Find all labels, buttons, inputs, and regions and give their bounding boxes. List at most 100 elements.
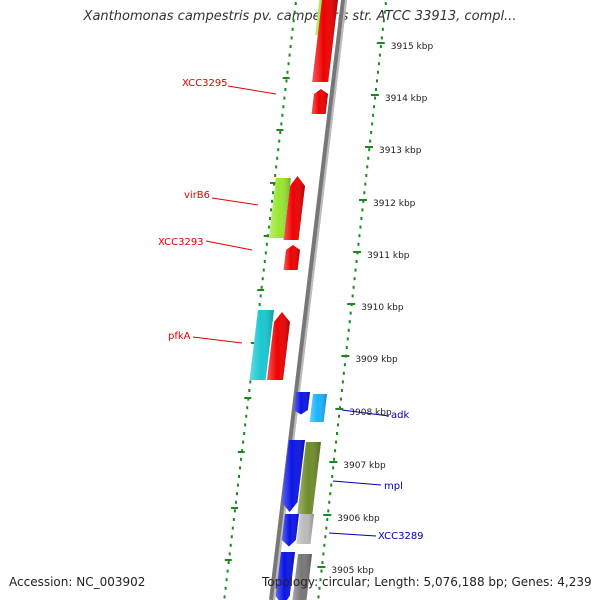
inner-tick-dot bbox=[260, 285, 263, 289]
outer-tick-dot bbox=[367, 156, 370, 160]
outer-tick-dot bbox=[322, 552, 325, 556]
outer-tick-dot bbox=[319, 578, 322, 582]
outer-tick-dot bbox=[376, 70, 379, 74]
outer-tick-dot bbox=[376, 79, 379, 83]
inner-tick-dot bbox=[234, 500, 237, 504]
gene-features bbox=[249, 0, 338, 600]
inner-tick-dot bbox=[261, 277, 264, 281]
gene-virb6-shade bbox=[268, 178, 291, 238]
outer-tick-dot bbox=[370, 131, 373, 134]
inner-tick-dot bbox=[274, 174, 277, 177]
outer-tick-dot bbox=[372, 113, 375, 117]
outer-tick-dot bbox=[375, 88, 378, 91]
inner-tick-dot bbox=[238, 475, 240, 478]
outer-tick-dot bbox=[330, 483, 333, 487]
inner-tick-dot bbox=[294, 2, 297, 5]
outer-tick-dot bbox=[317, 595, 320, 599]
outer-tick-dot bbox=[362, 199, 365, 203]
inner-tick-dot bbox=[290, 36, 293, 40]
position-label: 3910 kbp bbox=[361, 303, 404, 313]
gene-leader-line bbox=[328, 532, 377, 537]
inner-tick-dot bbox=[231, 526, 234, 530]
gene-label: pfkA bbox=[168, 331, 191, 342]
outer-tick-dot bbox=[359, 225, 362, 229]
inner-tick-dot bbox=[226, 569, 229, 573]
gene-label: XCC3295 bbox=[182, 78, 228, 89]
position-label: 3908 kbp bbox=[349, 408, 392, 418]
gene-leader-line bbox=[227, 85, 277, 95]
inner-tick-dot bbox=[230, 535, 233, 539]
position-label: 3907 kbp bbox=[343, 461, 386, 471]
inner-tick-dot bbox=[228, 552, 231, 556]
outer-tick-dot bbox=[381, 27, 384, 31]
outer-tick-dot bbox=[374, 96, 377, 100]
inner-tick-dot bbox=[281, 113, 284, 117]
inner-tick-dot bbox=[247, 397, 250, 401]
outer-tick-dot bbox=[324, 535, 327, 539]
inner-tick-dot bbox=[273, 182, 276, 186]
inner-tick-dot bbox=[240, 457, 243, 461]
inner-tick-dot bbox=[229, 543, 232, 547]
outer-tick-dot bbox=[354, 268, 357, 272]
position-label: 3915 kbp bbox=[391, 42, 434, 52]
inner-tick-dot bbox=[248, 389, 251, 392]
outer-tick-dot bbox=[355, 260, 358, 263]
outer-tick-dot bbox=[368, 148, 371, 152]
inner-tick-dot bbox=[276, 156, 279, 160]
inner-tick-dot bbox=[288, 53, 291, 57]
inner-tick-dot bbox=[289, 45, 292, 48]
inner-tick-dot bbox=[272, 191, 275, 195]
outer-tick-dot bbox=[352, 285, 355, 289]
gene-leader-line bbox=[341, 409, 390, 417]
inner-tick-dot bbox=[293, 10, 296, 14]
outer-tick-dot bbox=[337, 423, 340, 427]
gene-xcc3293-shade bbox=[283, 245, 300, 270]
accession-label: Accession: NC_003902 bbox=[9, 575, 146, 589]
inner-tick-dot bbox=[268, 217, 271, 220]
inner-tick-dot bbox=[291, 27, 294, 31]
inner-tick-dot bbox=[275, 165, 278, 169]
inner-tick-dot bbox=[267, 225, 270, 229]
inner-tick-dot bbox=[244, 423, 247, 427]
gene-blue-a-shade bbox=[293, 392, 310, 415]
outer-tick-dot bbox=[343, 363, 346, 367]
inner-tick-dot bbox=[258, 303, 261, 306]
gene-leader-line bbox=[192, 336, 243, 344]
gene-leader-line bbox=[332, 480, 382, 486]
inner-tick-dot bbox=[264, 251, 267, 255]
outer-tick-dot bbox=[349, 311, 352, 315]
outer-tick-dot bbox=[326, 518, 329, 521]
outer-tick-dot bbox=[339, 397, 342, 401]
inner-tick-dot bbox=[235, 492, 238, 496]
inner-tick-dot bbox=[279, 131, 282, 134]
gene-blue-c-shade bbox=[281, 514, 299, 547]
outer-tick-dot bbox=[358, 234, 361, 238]
inner-tick-dot bbox=[223, 595, 226, 599]
gene-red-c-shade bbox=[267, 312, 290, 380]
outer-tick-dot bbox=[363, 191, 366, 195]
outer-tick-dot bbox=[366, 165, 369, 169]
gene-pfka-shade bbox=[249, 310, 274, 380]
outer-tick-dot bbox=[337, 414, 340, 418]
outer-tick-dot bbox=[379, 45, 382, 48]
gene-leader-line bbox=[211, 197, 259, 206]
outer-tick-dot bbox=[357, 242, 360, 246]
outer-tick-dot bbox=[380, 36, 383, 40]
inner-tick-dot bbox=[241, 449, 244, 453]
gene-label: XCC3293 bbox=[158, 237, 204, 248]
outer-tick-dot bbox=[371, 122, 374, 126]
inner-tick-dot bbox=[242, 440, 245, 444]
inner-tick-dot bbox=[285, 79, 288, 83]
position-label: 3913 kbp bbox=[379, 146, 422, 156]
inner-tick-dot bbox=[282, 105, 285, 109]
inner-tick-dot bbox=[225, 578, 228, 582]
outer-tick-dot bbox=[351, 294, 354, 298]
outer-tick-dot bbox=[318, 586, 321, 590]
inner-tick-dot bbox=[271, 199, 274, 203]
outer-tick-dot bbox=[329, 492, 332, 496]
gene-xcc3295-shade bbox=[311, 89, 328, 114]
position-label: 3911 kbp bbox=[367, 251, 410, 261]
inner-tick-dot bbox=[249, 380, 252, 384]
map-title: Xanthomonas campestris pv. campestris st… bbox=[83, 9, 517, 24]
